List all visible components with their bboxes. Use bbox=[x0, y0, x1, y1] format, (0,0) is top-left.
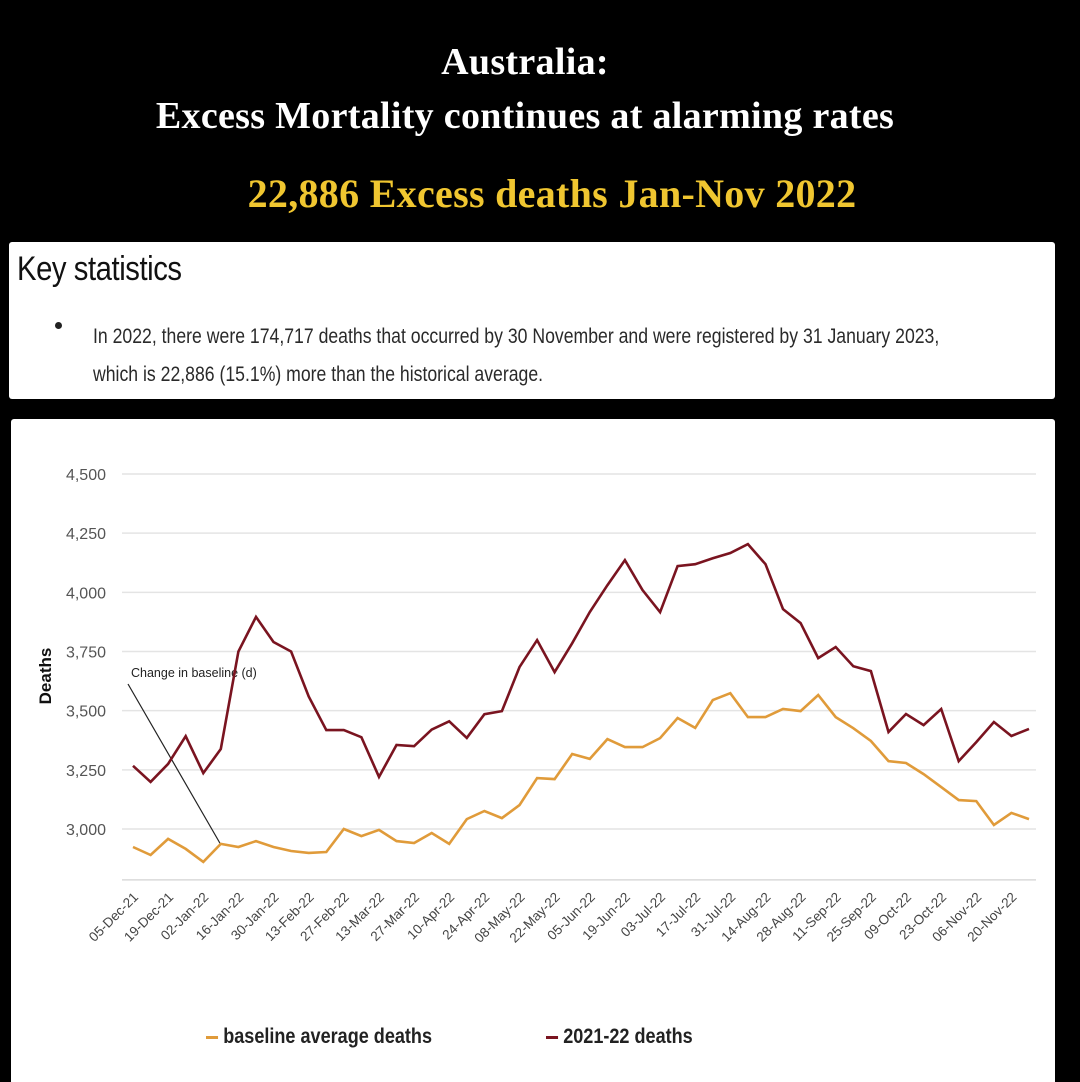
annotation-leader-line bbox=[127, 683, 222, 846]
key-statistics-text: In 2022, there were 174,717 deaths that … bbox=[93, 318, 1080, 394]
series-line-deaths bbox=[132, 542, 1030, 784]
y-axis-ticks: 3,000 3,250 3,500 3,750 4,000 4,250 4,500 bbox=[66, 467, 106, 839]
key-statistics-heading: Key statistics bbox=[17, 250, 182, 288]
gridlines bbox=[122, 473, 1036, 881]
legend-swatch-deaths-icon bbox=[546, 1035, 559, 1039]
y-tick-label: 4,000 bbox=[66, 585, 106, 602]
y-tick-label: 4,250 bbox=[66, 526, 106, 543]
series-lines bbox=[132, 542, 1030, 864]
series-points-deaths bbox=[132, 544, 1030, 782]
legend-item-deaths: 2021-22 deaths bbox=[546, 1025, 693, 1049]
key-statistics-line-2: which is 22,886 (15.1%) more than the hi… bbox=[93, 363, 544, 386]
chart-panel bbox=[11, 419, 1055, 1082]
title-country: Australia: bbox=[441, 41, 609, 83]
key-statistics-panel: Key statistics In 2022, there were 174,7… bbox=[9, 242, 1055, 399]
y-axis-label: Deaths bbox=[36, 648, 55, 705]
y-tick-label: 3,000 bbox=[66, 822, 106, 839]
key-statistics-line-1: In 2022, there were 174,717 deaths that … bbox=[93, 325, 940, 348]
headline-excess-deaths: 22,886 Excess deaths Jan-Nov 2022 bbox=[247, 171, 857, 216]
series-points-baseline bbox=[132, 693, 1030, 862]
legend-label-deaths: 2021-22 deaths bbox=[563, 1025, 693, 1048]
y-tick-label: 4,500 bbox=[66, 467, 106, 484]
y-tick-label: 3,500 bbox=[66, 704, 106, 721]
title-subtitle: Excess Mortality continues at alarming r… bbox=[155, 95, 895, 137]
y-tick-label: 3,750 bbox=[66, 645, 106, 662]
legend-label-baseline: baseline average deaths bbox=[223, 1025, 433, 1048]
legend-swatch-baseline-icon bbox=[206, 1035, 219, 1039]
x-axis-ticks: 05-Dec-2119-Dec-2102-Jan-2216-Jan-2230-J… bbox=[86, 889, 1020, 945]
y-tick-label: 3,250 bbox=[66, 763, 106, 780]
legend-item-baseline: baseline average deaths bbox=[206, 1025, 432, 1049]
series-line-baseline bbox=[132, 691, 1030, 864]
bullet-icon bbox=[55, 322, 62, 329]
annotation-label: Change in baseline (d) bbox=[131, 666, 257, 680]
